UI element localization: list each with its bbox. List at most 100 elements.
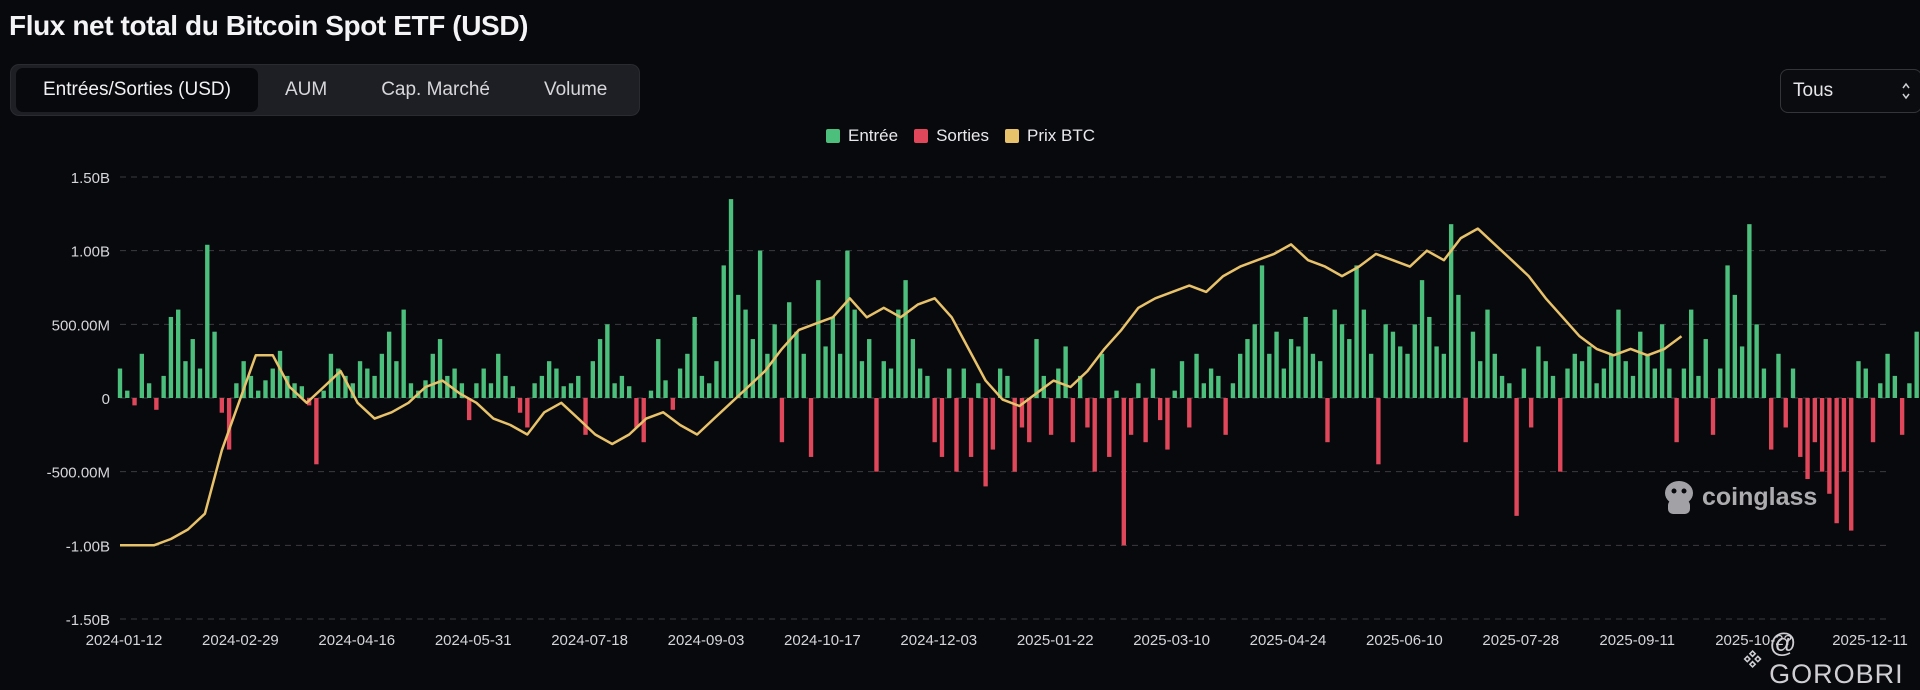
tab-volume[interactable]: Volume — [543, 79, 608, 100]
inflow-bar — [270, 368, 275, 398]
coinglass-watermark: coinglass — [1662, 478, 1817, 516]
inflow-bar — [1776, 353, 1781, 398]
inflow-bar — [1608, 353, 1614, 398]
inflow-bar — [1339, 324, 1345, 398]
inflow-bar — [1587, 346, 1592, 398]
inflow-bar — [437, 339, 443, 398]
tab-inflows-outflows[interactable]: Entrées/Sorties (USD) — [16, 68, 258, 112]
inflow-bar — [539, 375, 545, 398]
outflow-bar — [1805, 398, 1810, 480]
inflow-bar — [1892, 375, 1898, 398]
inflow-bar — [743, 309, 748, 398]
inflow-bar — [1259, 265, 1265, 398]
legend-label-price: Prix BTC — [1027, 126, 1096, 145]
legend-label-outflow: Sorties — [936, 126, 990, 145]
inflow-bar — [1863, 368, 1868, 398]
inflow-bar — [1390, 331, 1396, 398]
btc-price-line — [120, 227, 1683, 547]
inflow-bar — [910, 339, 916, 398]
range-select[interactable]: Tous — [1780, 69, 1920, 113]
outflow-bar — [1070, 398, 1076, 443]
inflow-bar — [1405, 353, 1410, 398]
outflow-bar — [1769, 398, 1774, 450]
outflow-bar — [1048, 398, 1054, 435]
inflow-bar — [430, 353, 435, 398]
inflow-bar — [1754, 324, 1759, 398]
inflow-bar — [161, 375, 166, 398]
outflow-bar — [779, 398, 785, 443]
inflow-bar — [1034, 339, 1039, 398]
inflow-bar — [896, 309, 901, 398]
inflow-bar — [554, 368, 559, 398]
inflow-bar — [1579, 361, 1585, 398]
inflow-bar — [590, 361, 595, 398]
inflow-bar — [1216, 375, 1221, 398]
inflow-bar — [1652, 368, 1657, 398]
inflow-bar — [1274, 331, 1279, 398]
inflow-bar — [1507, 383, 1512, 398]
legend-swatch-inflow — [826, 129, 840, 143]
inflow-bar — [736, 294, 741, 398]
inflow-bar — [1288, 339, 1294, 398]
inflow-bar — [321, 390, 326, 398]
outflow-bar — [132, 398, 137, 406]
legend-swatch-price — [1005, 129, 1020, 143]
outflow-bar — [954, 398, 959, 472]
inflow-bar — [888, 368, 894, 398]
inflow-bar — [408, 383, 414, 398]
inflow-bar — [1245, 339, 1250, 398]
x-tick-label: 2024-09-03 — [668, 632, 745, 649]
legend-item-inflow[interactable]: Entrée — [826, 126, 898, 146]
tab-aum[interactable]: AUM — [284, 79, 328, 100]
inflow-bar — [197, 368, 203, 398]
inflow-bar — [1667, 368, 1672, 398]
inflow-bar — [1478, 361, 1483, 398]
outflow-bar — [583, 398, 588, 435]
outflow-bar — [517, 398, 523, 413]
inflow-bar — [1201, 383, 1207, 398]
inflow-bar — [772, 324, 777, 398]
inflow-bar — [1790, 368, 1796, 398]
inflow-bar — [277, 350, 283, 398]
inflow-bar — [663, 380, 668, 398]
outflow-bar — [990, 398, 996, 450]
y-tick-label: 500.00M — [52, 317, 110, 334]
legend-item-outflow[interactable]: Sorties — [914, 126, 989, 146]
inflow-bar — [677, 368, 683, 398]
inflow-bar — [212, 331, 217, 398]
outflow-bar — [670, 398, 676, 410]
flow-chart: 1.50B 1.00B 500.00M 0 -500.00M -1.00B -1.50B 20… — [47, 170, 1919, 649]
inflow-bar — [1238, 353, 1243, 398]
inflow-bar — [285, 375, 290, 398]
inflow-bar — [1230, 383, 1236, 398]
x-tick-label: 2024-12-03 — [900, 632, 977, 649]
inflow-bar — [947, 368, 952, 398]
x-tick-label: 2025-06-10 — [1366, 632, 1443, 649]
legend-item-price[interactable]: Prix BTC — [1005, 126, 1095, 146]
y-tick-label: -500.00M — [47, 465, 110, 482]
outflow-bar — [1674, 398, 1679, 443]
inflow-bar — [1332, 309, 1337, 398]
y-tick-label: -1.50B — [66, 612, 110, 629]
inflow-bar — [794, 331, 799, 398]
inflow-bar — [903, 280, 908, 398]
inflow-bar — [372, 375, 377, 398]
inflow-bar — [1645, 353, 1650, 398]
inflow-bar — [1114, 390, 1119, 398]
x-tick-label: 2025-09-11 — [1599, 632, 1675, 649]
inflow-bar — [721, 265, 726, 398]
outflow-bar — [219, 398, 225, 413]
inflow-bar — [1747, 224, 1752, 398]
inflow-bar — [1347, 339, 1352, 398]
inflow-bar — [401, 309, 406, 398]
inflow-bar — [648, 390, 654, 398]
outflow-bar — [1827, 398, 1832, 494]
outflow-bar — [1528, 398, 1534, 428]
x-tick-label: 2025-01-22 — [1017, 632, 1094, 649]
inflow-bar — [1318, 361, 1323, 398]
inflow-bar — [1878, 383, 1883, 398]
inflow-bar — [234, 383, 239, 398]
inflow-bar — [568, 383, 574, 398]
tab-market-cap[interactable]: Cap. Marché — [381, 79, 490, 100]
inflow-bar — [532, 383, 537, 398]
